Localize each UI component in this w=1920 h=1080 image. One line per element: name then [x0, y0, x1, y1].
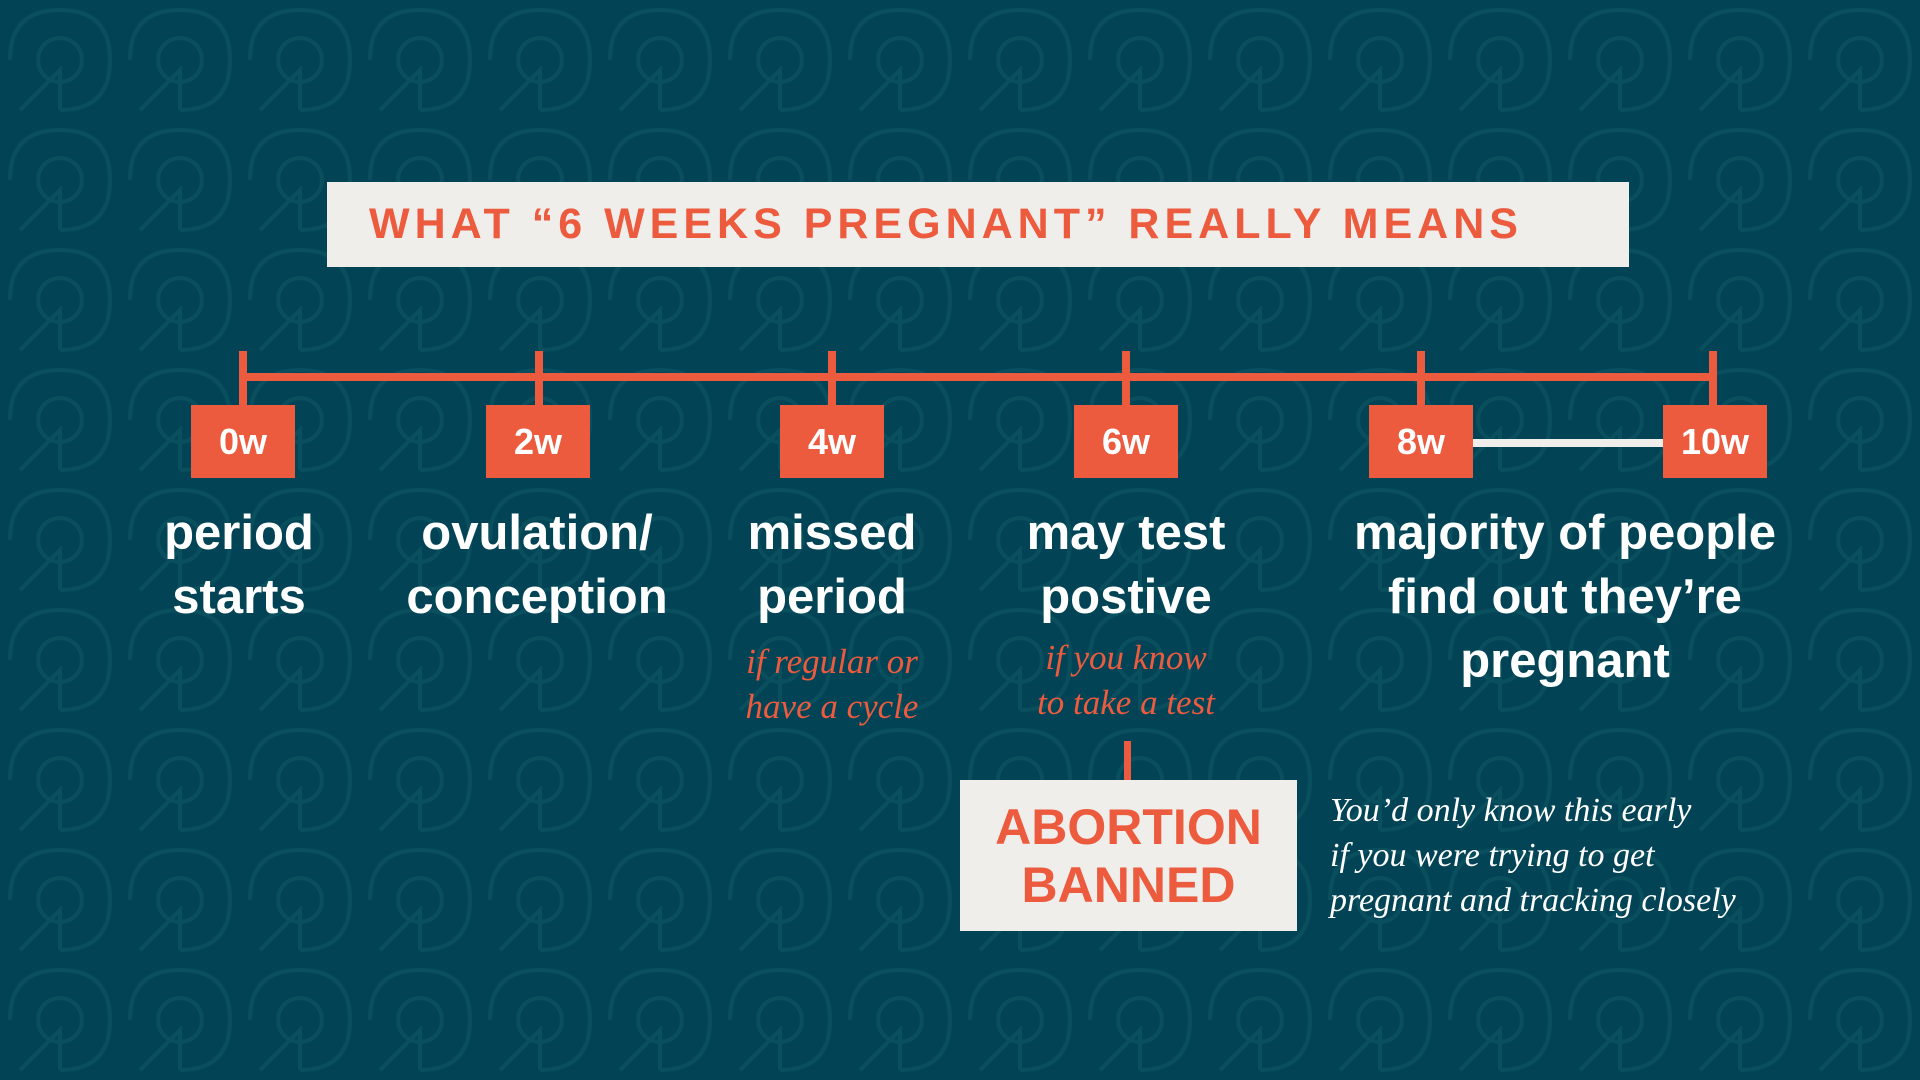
milestone-label-may-test-positive: may test postive — [1026, 506, 1226, 624]
tick-6w — [1122, 351, 1130, 405]
timeline-axis — [239, 373, 1717, 381]
milestone-label-ovulation: ovulation/ conception — [406, 506, 668, 624]
week-marker-6w: 6w — [1074, 405, 1178, 478]
tick-2w — [535, 351, 543, 405]
range-line-8w-10w — [1473, 439, 1666, 447]
week-marker-4w: 4w — [780, 405, 884, 478]
week-marker-2w: 2w — [486, 405, 590, 478]
tick-4w — [828, 351, 836, 405]
tick-8w — [1417, 351, 1425, 405]
abortion-banned-box: ABORTION BANNED — [960, 780, 1297, 931]
milestone-label-period-starts: period starts — [164, 506, 314, 624]
milestone-label-majority-find-out: majority of people find out they’re preg… — [1353, 506, 1776, 688]
week-marker-0w: 0w — [191, 405, 295, 478]
note-if-regular: if regular or have a cycle — [745, 642, 919, 726]
tick-10w — [1709, 351, 1717, 405]
title-banner: WHAT “6 WEEKS PREGNANT” REALLY MEANS — [327, 182, 1629, 267]
note-if-you-know: if you know to take a test — [1037, 638, 1215, 722]
week-marker-8w: 8w — [1369, 405, 1473, 478]
side-note: You’d only know this early if you were t… — [1330, 792, 1736, 919]
week-marker-10w: 10w — [1663, 405, 1767, 478]
page-title: WHAT “6 WEEKS PREGNANT” REALLY MEANS — [369, 200, 1523, 248]
banned-connector-line — [1124, 741, 1131, 797]
tick-0w — [239, 351, 247, 405]
milestone-label-missed-period: missed period — [747, 506, 917, 624]
